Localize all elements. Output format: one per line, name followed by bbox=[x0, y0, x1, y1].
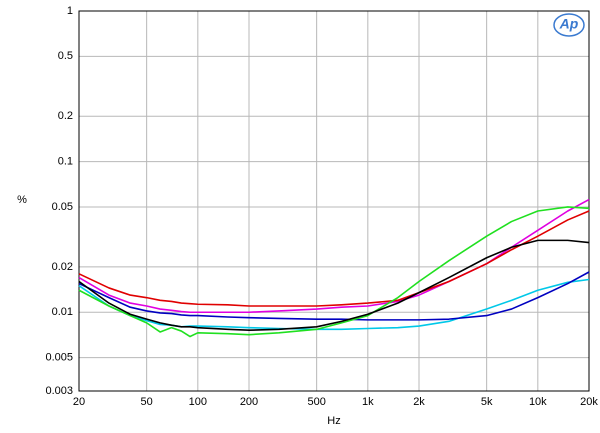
x-tick-label: 100 bbox=[189, 396, 207, 408]
y-tick-label: 0.2 bbox=[58, 110, 73, 122]
x-tick-label: 20 bbox=[73, 396, 85, 408]
x-tick-label: 1k bbox=[362, 396, 374, 408]
x-tick-label: 5k bbox=[481, 396, 493, 408]
y-tick-label: 1 bbox=[67, 5, 73, 17]
logo-ring bbox=[553, 13, 585, 37]
logo: Ap bbox=[559, 16, 579, 32]
x-tick-label: 500 bbox=[307, 396, 325, 408]
y-tick-label: 0.003 bbox=[45, 385, 73, 397]
y-tick-label: 0.1 bbox=[58, 156, 73, 168]
series-line bbox=[78, 206, 590, 338]
x-tick-label: 10k bbox=[529, 396, 547, 408]
series-line bbox=[78, 278, 590, 331]
x-tick-label: 200 bbox=[240, 396, 258, 408]
y-axis-label: % bbox=[17, 194, 27, 206]
y-tick-label: 0.005 bbox=[45, 351, 73, 363]
series-line bbox=[78, 239, 590, 331]
plot-frame bbox=[78, 10, 590, 392]
y-tick-label: 0.01 bbox=[52, 306, 73, 318]
x-tick-label: 50 bbox=[141, 396, 153, 408]
x-tick-label: 20k bbox=[580, 396, 598, 408]
y-tick-label: 0.02 bbox=[52, 261, 73, 273]
series-line bbox=[78, 210, 590, 307]
series-line bbox=[78, 271, 590, 321]
x-tick-label: 2k bbox=[413, 396, 425, 408]
y-tick-label: 0.05 bbox=[52, 201, 73, 213]
y-tick-label: 0.5 bbox=[58, 50, 73, 62]
x-axis-label: Hz bbox=[327, 415, 340, 427]
